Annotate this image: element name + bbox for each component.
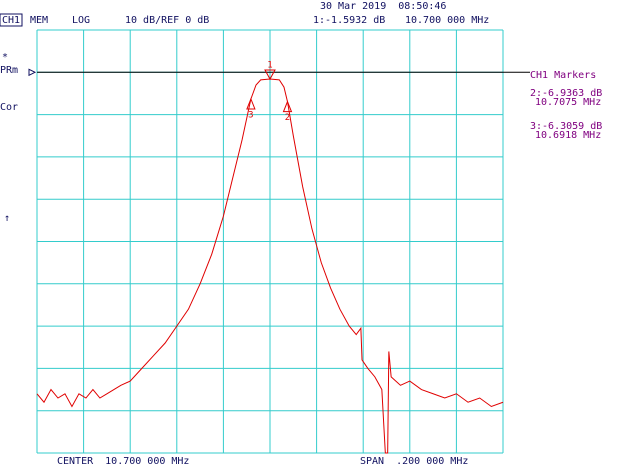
span-label: SPAN .200 000 MHz	[360, 456, 468, 465]
reference-pointer	[28, 68, 37, 77]
center-label: CENTER 10.700 000 MHz	[57, 456, 189, 465]
scale: 10 dB/REF 0 dB	[125, 15, 209, 26]
timestamp: 30 Mar 2019 08:50:46	[320, 1, 446, 12]
format: LOG	[72, 15, 90, 26]
marker-frequency: 10.7075 MHz	[535, 97, 601, 108]
side-label: ↑	[4, 213, 10, 224]
marker-frequency: 10.700 000 MHz	[405, 15, 489, 26]
marker	[246, 97, 256, 110]
side-label: PRm	[0, 65, 18, 76]
marker	[264, 69, 276, 81]
marker-label: 2	[285, 113, 290, 123]
marker-frequency: 10.6918 MHz	[535, 130, 601, 141]
marker-label: 3	[248, 110, 253, 120]
marker-readout: 1:-1.5932 dB	[313, 15, 385, 26]
channel-box	[0, 13, 23, 27]
marker-readout: 3:-6.3059 dB	[530, 121, 602, 132]
marker-readout: 2:-6.9363 dB	[530, 88, 602, 99]
marker-label: 1	[267, 61, 272, 71]
side-label: *	[2, 52, 8, 63]
marker	[282, 100, 293, 113]
trace	[36, 78, 504, 454]
channel: CH1	[2, 15, 20, 26]
memory: MEM	[30, 15, 48, 26]
marker-panel-title: CH1 Markers	[530, 70, 596, 81]
side-label: Cor	[0, 102, 18, 113]
